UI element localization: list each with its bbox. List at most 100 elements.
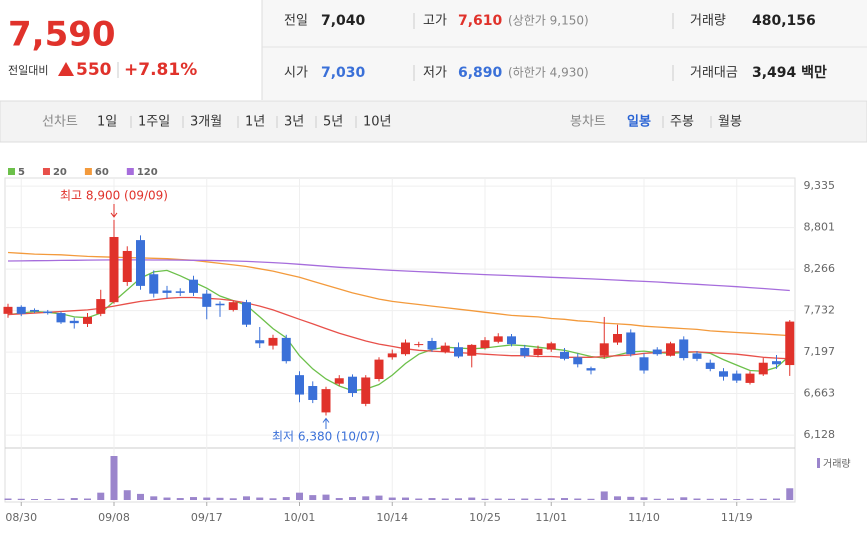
candle-body (83, 316, 92, 324)
candle-body (348, 376, 357, 393)
tab[interactable]: 5년 (323, 115, 343, 130)
volume-bar (653, 498, 661, 500)
tab[interactable]: 1주일 (138, 115, 170, 130)
volume-bar (667, 498, 674, 500)
volume-bar (203, 497, 211, 500)
candle-body (613, 334, 622, 343)
tab[interactable]: 1일 (97, 115, 117, 130)
candle-body (758, 362, 768, 375)
volume-bar (269, 498, 277, 500)
legend-swatch (42, 168, 50, 175)
volume-legend-swatch (817, 458, 820, 468)
volume-bar (97, 492, 105, 500)
tab[interactable]: 10년 (363, 115, 392, 130)
volume-bar (521, 498, 529, 500)
candle-body (414, 344, 424, 346)
candle-body (652, 349, 662, 355)
annotation: 최저 6,380 (10/07) (272, 430, 380, 444)
label: 거래대금 (690, 66, 738, 81)
tabs: 선차트 1일 1주일 3개월 1년 3년 5년 10년 봉차트 일봉 주봉 월봉 (42, 115, 742, 130)
tab[interactable]: 3개월 (190, 115, 222, 130)
volume-bar (84, 498, 91, 500)
candle-body (533, 348, 543, 355)
tab[interactable]: 월봉 (718, 115, 742, 130)
candle-body (401, 342, 410, 355)
candle-body (149, 274, 159, 294)
volume-bar (494, 498, 502, 500)
volume-bar (481, 498, 489, 500)
candle-body (43, 311, 53, 314)
value: 7,610 (458, 13, 503, 29)
legend-swatch (84, 168, 92, 175)
candle-body (586, 368, 596, 371)
candle-body (493, 336, 503, 342)
annotation-arrow (110, 204, 118, 218)
candle-body (732, 373, 742, 381)
value: 7,030 (321, 65, 366, 81)
volume-bar (176, 498, 184, 500)
volume-bar (600, 491, 608, 500)
tab-bar (0, 100, 867, 143)
volume-bar (468, 497, 476, 500)
candle-body (507, 336, 516, 345)
price: 7,590 (8, 15, 116, 55)
volume-bar (190, 497, 197, 500)
volume-bar (375, 495, 383, 500)
tab[interactable]: 일봉 (627, 115, 651, 130)
volume-bar (733, 499, 741, 500)
legend-label: 20 (53, 167, 67, 178)
volume-bar (415, 498, 423, 500)
candle-body (255, 340, 265, 344)
volume-bar (428, 498, 436, 500)
y-tick-label: 8,801 (804, 221, 836, 234)
value: 3,494 백만 (752, 65, 827, 81)
up-arrow (58, 62, 74, 76)
volume-bar (720, 498, 727, 500)
volume-bar (137, 493, 144, 500)
volume-bar (4, 498, 12, 500)
tab[interactable]: 3년 (284, 115, 304, 130)
volume-bar (322, 494, 330, 500)
x-tick-label: 09/17 (191, 511, 223, 524)
candle-body (308, 386, 318, 400)
candle-body (692, 353, 702, 359)
candle-body (228, 302, 238, 310)
volume-legend: 거래량 (823, 458, 851, 470)
tab[interactable]: 1년 (245, 115, 265, 130)
candle-body (639, 357, 649, 371)
volume-bar (31, 499, 38, 500)
candle-body (560, 351, 569, 359)
value: 7,040 (321, 13, 366, 29)
volume-bar (216, 497, 224, 500)
volume-bar (627, 496, 635, 500)
volume-bar (614, 496, 621, 500)
annotation: 최고 8,900 (09/09) (60, 189, 168, 203)
candle-body (440, 345, 450, 352)
volume-bar (640, 497, 648, 500)
tab[interactable]: 주봉 (670, 115, 694, 130)
candle-body (745, 373, 755, 383)
volume-bar (256, 497, 264, 500)
x-tick-label: 11/19 (721, 511, 753, 524)
candle-body (361, 377, 371, 404)
candle-body (268, 337, 278, 346)
label: 고가 (423, 14, 447, 29)
candle-body (321, 389, 331, 413)
x-tick-label: 10/01 (284, 511, 316, 524)
candle-body (666, 343, 675, 356)
volume-bar (561, 498, 568, 500)
volume-bar (123, 490, 131, 500)
label: 저가 (423, 66, 447, 81)
volume-bar (282, 497, 290, 500)
y-tick-label: 6,128 (804, 428, 836, 441)
candle-body (30, 309, 39, 312)
candle-body (56, 313, 66, 323)
legend-label: 60 (95, 167, 109, 178)
tab-group-label: 선차트 (42, 115, 78, 130)
plot-frame (4, 177, 796, 503)
legend-swatch (8, 168, 15, 175)
chart: 9,335 8,801 8,266 7,732 7,197 6,663 6,128 08/30… (3, 167, 851, 524)
info-panel (262, 0, 867, 100)
candle-body (454, 347, 463, 357)
